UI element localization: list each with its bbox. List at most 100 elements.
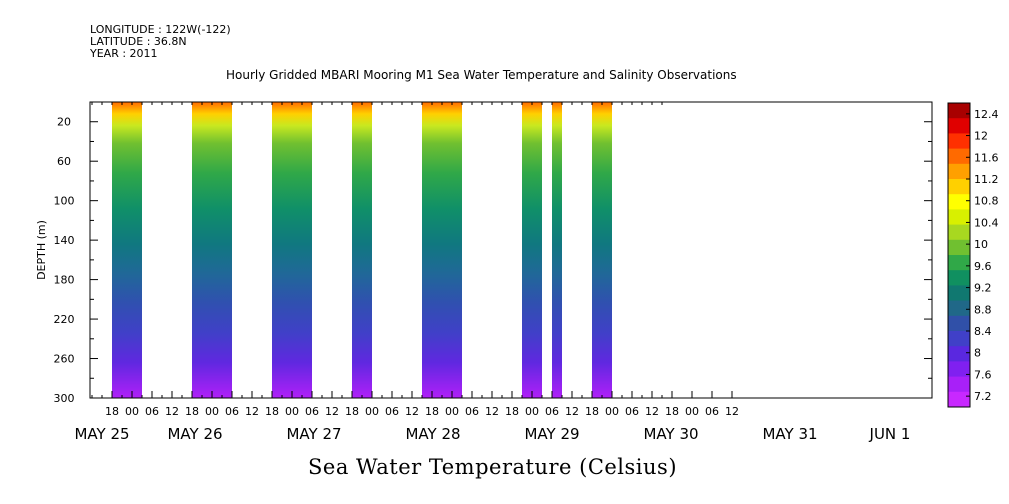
colorbar-cell xyxy=(948,331,970,347)
data-segment xyxy=(552,102,562,398)
colorbar-cell xyxy=(948,255,970,271)
y-tick-label: 260 xyxy=(54,353,75,366)
plot-title: Hourly Gridded MBARI Mooring M1 Sea Wate… xyxy=(226,68,737,82)
colorbar-cell xyxy=(948,300,970,317)
colorbar-label: 9.2 xyxy=(974,282,992,295)
colorbar-label: 11.6 xyxy=(974,151,999,164)
colorbar-label: 12.4 xyxy=(974,108,999,121)
colorbar-cell xyxy=(948,239,970,256)
latitude-label: LATITUDE : 36.8N xyxy=(90,35,187,48)
colorbar-cell xyxy=(948,194,970,210)
x-hour-label: 06 xyxy=(625,405,639,418)
colorbar-label: 9.6 xyxy=(974,260,992,273)
x-hour-label: 00 xyxy=(205,405,219,418)
data-segment xyxy=(592,102,612,398)
x-day-label: MAY 31 xyxy=(762,425,817,443)
x-day-label: MAY 25 xyxy=(74,425,129,443)
colorbar-label: 7.2 xyxy=(974,390,992,403)
colorbar-cell xyxy=(948,391,970,408)
x-hour-label: 00 xyxy=(445,405,459,418)
x-hour-label: 12 xyxy=(165,405,179,418)
colorbar-cell xyxy=(948,133,970,150)
y-tick-label: 180 xyxy=(54,274,75,287)
colorbar-cell xyxy=(948,179,970,195)
colorbar-cell xyxy=(948,148,970,165)
colorbar-label: 7.6 xyxy=(974,368,992,381)
colorbar-cell xyxy=(948,285,970,302)
colorbar-cell xyxy=(948,224,970,241)
x-hour-label: 00 xyxy=(685,405,699,418)
x-hour-label: 00 xyxy=(125,405,139,418)
x-hour-label: 00 xyxy=(525,405,539,418)
data-segment xyxy=(272,102,312,398)
colorbar-cell xyxy=(948,118,970,134)
x-hour-label: 12 xyxy=(565,405,579,418)
colorbar-cell xyxy=(948,209,970,226)
x-day-label: MAY 27 xyxy=(286,425,341,443)
colorbar-label: 8 xyxy=(974,347,981,360)
x-day-label: MAY 29 xyxy=(524,425,579,443)
x-day-label: MAY 26 xyxy=(167,425,222,443)
x-hour-label: 06 xyxy=(225,405,239,418)
x-hour-label: 06 xyxy=(545,405,559,418)
x-hour-label: 06 xyxy=(385,405,399,418)
y-tick-label: 60 xyxy=(57,155,71,168)
y-tick-label: 100 xyxy=(54,195,75,208)
x-day-label: MAY 30 xyxy=(643,425,698,443)
colorbar-label: 11.2 xyxy=(974,173,999,186)
colorbar-label: 10.4 xyxy=(974,216,999,229)
x-hour-label: 06 xyxy=(305,405,319,418)
colorbar-cell xyxy=(948,346,970,362)
x-hour-label: 12 xyxy=(725,405,739,418)
colorbar-cell xyxy=(948,315,970,332)
colorbar-label: 10 xyxy=(974,238,988,251)
x-hour-label: 12 xyxy=(245,405,259,418)
data-segment xyxy=(192,102,232,398)
colorbar-cell xyxy=(948,376,970,393)
x-hour-label: 18 xyxy=(185,405,199,418)
x-hour-label: 00 xyxy=(285,405,299,418)
variable-title: Sea Water Temperature (Celsius) xyxy=(308,455,678,479)
x-hour-label: 06 xyxy=(145,405,159,418)
data-segment xyxy=(522,102,542,398)
data-segment xyxy=(422,102,462,398)
colorbar-cell xyxy=(948,270,970,286)
y-tick-label: 220 xyxy=(54,313,75,326)
x-day-label: JUN 1 xyxy=(869,425,911,443)
colorbar-cell xyxy=(948,163,970,180)
x-hour-label: 06 xyxy=(465,405,479,418)
x-hour-label: 12 xyxy=(485,405,499,418)
x-hour-label: 18 xyxy=(425,405,439,418)
y-tick-label: 20 xyxy=(57,116,71,129)
x-day-label: MAY 28 xyxy=(405,425,460,443)
x-hour-label: 18 xyxy=(665,405,679,418)
x-hour-label: 12 xyxy=(645,405,659,418)
colorbar-label: 12 xyxy=(974,130,988,143)
data-segment xyxy=(352,102,372,398)
x-hour-label: 18 xyxy=(345,405,359,418)
colorbar-label: 8.4 xyxy=(974,325,992,338)
y-tick-label: 140 xyxy=(54,234,75,247)
x-hour-label: 06 xyxy=(705,405,719,418)
x-hour-label: 18 xyxy=(505,405,519,418)
longitude-label: LONGITUDE : 122W(-122) xyxy=(90,23,231,36)
colorbar-cell xyxy=(948,361,970,378)
x-hour-label: 00 xyxy=(365,405,379,418)
colorbar-label: 10.8 xyxy=(974,195,999,208)
y-tick-label: 300 xyxy=(54,392,75,405)
colorbar-border xyxy=(947,102,971,408)
data-segment xyxy=(112,102,142,398)
year-label: YEAR : 2011 xyxy=(90,47,158,60)
x-hour-label: 18 xyxy=(105,405,119,418)
x-hour-label: 00 xyxy=(605,405,619,418)
x-hour-label: 12 xyxy=(325,405,339,418)
y-axis-label: DEPTH (m) xyxy=(35,220,48,280)
x-hour-label: 18 xyxy=(585,405,599,418)
colorbar-cell xyxy=(948,103,970,119)
plot-border xyxy=(89,101,933,399)
x-hour-label: 12 xyxy=(405,405,419,418)
x-hour-label: 18 xyxy=(265,405,279,418)
colorbar-label: 8.8 xyxy=(974,303,992,316)
